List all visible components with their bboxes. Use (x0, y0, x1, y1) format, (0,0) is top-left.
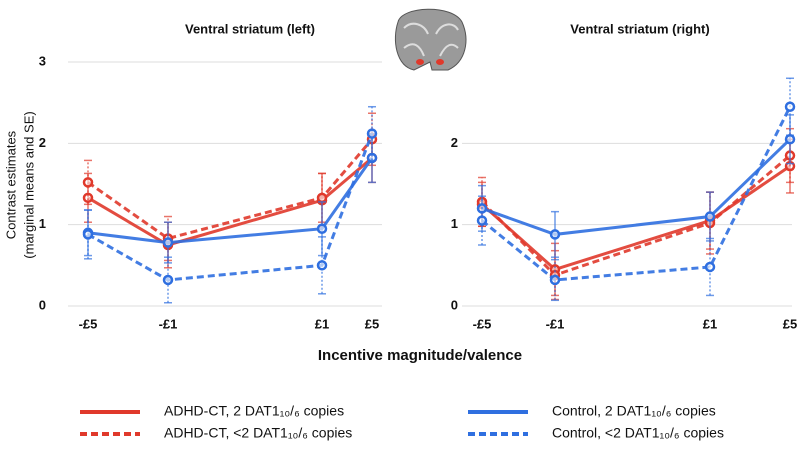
legend-label: ADHD-CT, <2 DAT1₁₀/₆ copies (164, 425, 352, 441)
data-point (316, 260, 328, 271)
y-tick-label: 2 (39, 135, 46, 150)
y-tick-label: 1 (39, 216, 46, 231)
y-tick-label: 3 (39, 53, 46, 68)
data-point (704, 261, 716, 273)
data-point (549, 229, 561, 240)
y-tick-label: 2 (451, 135, 458, 150)
x-tick-label: -£5 (473, 316, 492, 331)
y-tick-label: 0 (39, 297, 46, 312)
x-tick-label: £1 (703, 316, 717, 331)
x-tick-label: -£1 (159, 316, 178, 331)
data-point (316, 223, 328, 234)
legend-label: ADHD-CT, 2 DAT1₁₀/₆ copies (164, 403, 344, 419)
series-line (87, 133, 374, 282)
data-point (82, 192, 94, 204)
data-point (316, 192, 328, 204)
x-tick-label: -£1 (546, 316, 565, 331)
y-axis-label: (marginal means and SE) (21, 111, 36, 258)
y-tick-label: 1 (451, 216, 458, 231)
series-line (481, 106, 792, 282)
data-point (784, 101, 796, 112)
data-point (162, 274, 174, 286)
legend-label: Control, <2 DAT1₁₀/₆ copies (552, 425, 724, 441)
data-point (704, 211, 716, 222)
data-point (82, 229, 94, 240)
y-tick-label: 0 (451, 297, 458, 312)
data-point (366, 128, 378, 139)
panel-title: Ventral striatum (left) (185, 21, 315, 36)
data-point (784, 134, 796, 145)
series-line (481, 138, 792, 236)
x-tick-label: -£5 (79, 316, 98, 331)
data-point (476, 215, 488, 226)
data-point (162, 237, 174, 248)
series-line (87, 157, 374, 245)
series-line (87, 138, 374, 241)
legend: ADHD-CT, 2 DAT1₁₀/₆ copies ADHD-CT, <2 DA… (80, 403, 724, 441)
brain-icon (394, 8, 467, 71)
x-tick-label: £5 (365, 316, 379, 331)
x-tick-label: £5 (783, 316, 797, 331)
series-line (87, 156, 373, 247)
series-line (481, 164, 791, 272)
series-line (480, 154, 791, 277)
data-point (82, 177, 94, 188)
panel-title: Ventral striatum (right) (570, 21, 709, 36)
y-axis-label: Contrast estimates (3, 130, 18, 239)
data-point (549, 274, 561, 286)
legend-label: Control, 2 DAT1₁₀/₆ copies (552, 403, 716, 419)
x-axis-label: Incentive magnitude/valence (318, 347, 522, 364)
x-tick-label: £1 (315, 316, 329, 331)
